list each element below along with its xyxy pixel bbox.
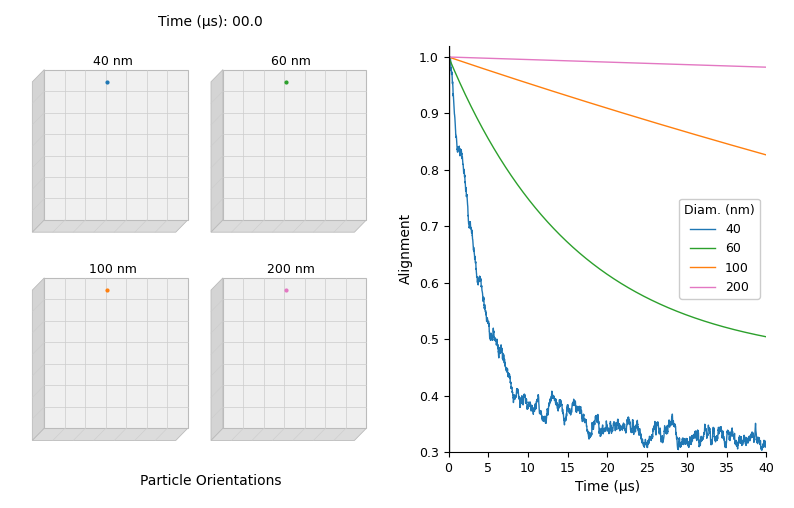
100 xyxy=(565,93,575,100)
60 xyxy=(499,161,508,167)
Polygon shape xyxy=(211,70,223,232)
Polygon shape xyxy=(33,428,187,440)
40 xyxy=(480,303,490,309)
100 xyxy=(499,72,508,78)
Bar xyxy=(223,70,366,220)
Text: 40 nm: 40 nm xyxy=(93,54,133,68)
Bar xyxy=(44,278,187,428)
Text: 60 nm: 60 nm xyxy=(272,54,311,68)
40 xyxy=(761,441,771,448)
100 xyxy=(580,98,589,104)
60 xyxy=(580,254,589,260)
Bar xyxy=(223,278,366,428)
Text: Time (μs): 00.0: Time (μs): 00.0 xyxy=(158,15,263,29)
40 xyxy=(565,409,575,415)
60 xyxy=(565,242,575,248)
Line: 40: 40 xyxy=(449,57,766,450)
40 xyxy=(721,441,730,447)
40 xyxy=(757,447,766,453)
200 xyxy=(499,56,508,62)
200 xyxy=(480,55,490,61)
200 xyxy=(755,64,765,70)
Polygon shape xyxy=(33,220,187,232)
Text: 200 nm: 200 nm xyxy=(268,263,315,276)
100 xyxy=(480,66,490,72)
Polygon shape xyxy=(211,278,223,440)
Line: 200: 200 xyxy=(449,57,766,67)
100 xyxy=(755,150,765,156)
40 xyxy=(580,417,589,423)
Polygon shape xyxy=(211,220,366,232)
40 xyxy=(444,54,453,60)
100 xyxy=(761,152,771,158)
60 xyxy=(755,332,765,338)
200 xyxy=(721,63,730,69)
200 xyxy=(444,54,453,60)
Text: Particle Orientations: Particle Orientations xyxy=(140,473,281,488)
Polygon shape xyxy=(211,428,366,440)
40 xyxy=(755,440,765,446)
60 xyxy=(444,54,453,60)
60 xyxy=(761,334,771,340)
Bar xyxy=(44,70,187,220)
Polygon shape xyxy=(33,70,44,232)
100 xyxy=(721,140,730,146)
X-axis label: Time (μs): Time (μs) xyxy=(575,481,640,494)
Y-axis label: Alignment: Alignment xyxy=(399,213,414,284)
100 xyxy=(444,54,453,60)
Legend: 40, 60, 100, 200: 40, 60, 100, 200 xyxy=(679,199,760,299)
60 xyxy=(721,325,730,331)
200 xyxy=(580,58,589,65)
Polygon shape xyxy=(33,278,44,440)
200 xyxy=(565,58,575,64)
40 xyxy=(499,352,508,358)
60 xyxy=(480,130,490,136)
Line: 60: 60 xyxy=(449,57,766,337)
Line: 100: 100 xyxy=(449,57,766,155)
Text: 100 nm: 100 nm xyxy=(89,263,137,276)
200 xyxy=(761,64,771,70)
